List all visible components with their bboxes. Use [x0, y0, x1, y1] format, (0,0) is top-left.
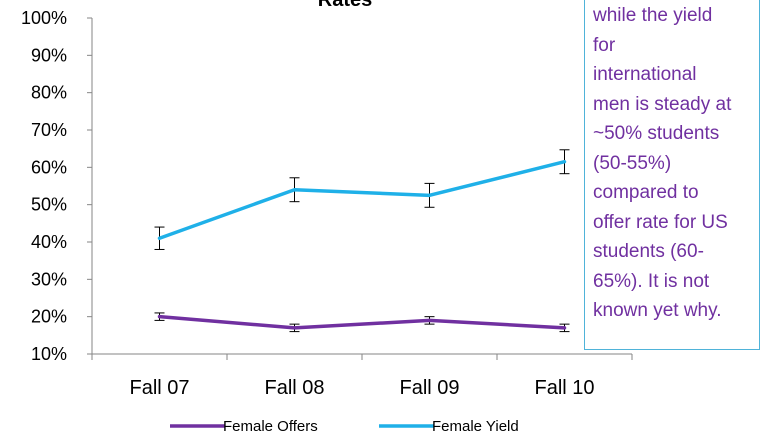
chart-title: Rates [318, 0, 372, 11]
y-tick-label: 50% [31, 195, 67, 215]
note-line: men is steady at [593, 90, 759, 120]
legend-label: Female Offers [223, 418, 318, 435]
y-tick-label: 20% [31, 307, 67, 327]
y-tick-label: 40% [31, 232, 67, 252]
series-line [160, 162, 565, 239]
y-tick-label: 80% [31, 83, 67, 103]
note-line: offer rate for US [593, 208, 759, 238]
y-tick-label: 70% [31, 120, 67, 140]
note-line: 65%). It is not [593, 267, 759, 297]
note-line: known yet why. [593, 296, 759, 326]
x-tick-label: Fall 08 [264, 377, 324, 399]
note-line: for [593, 31, 759, 61]
note-line: students (60- [593, 237, 759, 267]
y-tick-label: 60% [31, 157, 67, 177]
y-tick-label: 100% [21, 8, 67, 28]
series-line [160, 317, 565, 328]
y-tick-label: 10% [31, 344, 67, 364]
note-line: ~50% students [593, 119, 759, 149]
note-line: (50-55%) [593, 149, 759, 179]
note-line: while the yield [593, 1, 759, 31]
y-tick-label: 30% [31, 269, 67, 289]
note-line: compared to [593, 178, 759, 208]
y-tick-label: 90% [31, 45, 67, 65]
x-tick-label: Fall 07 [129, 377, 189, 399]
x-tick-label: Fall 10 [534, 377, 594, 399]
annotation-textbox: while the yield for international men is… [584, 0, 760, 350]
legend-label: Female Yield [432, 418, 519, 435]
x-tick-label: Fall 09 [399, 377, 459, 399]
note-line: international [593, 60, 759, 90]
